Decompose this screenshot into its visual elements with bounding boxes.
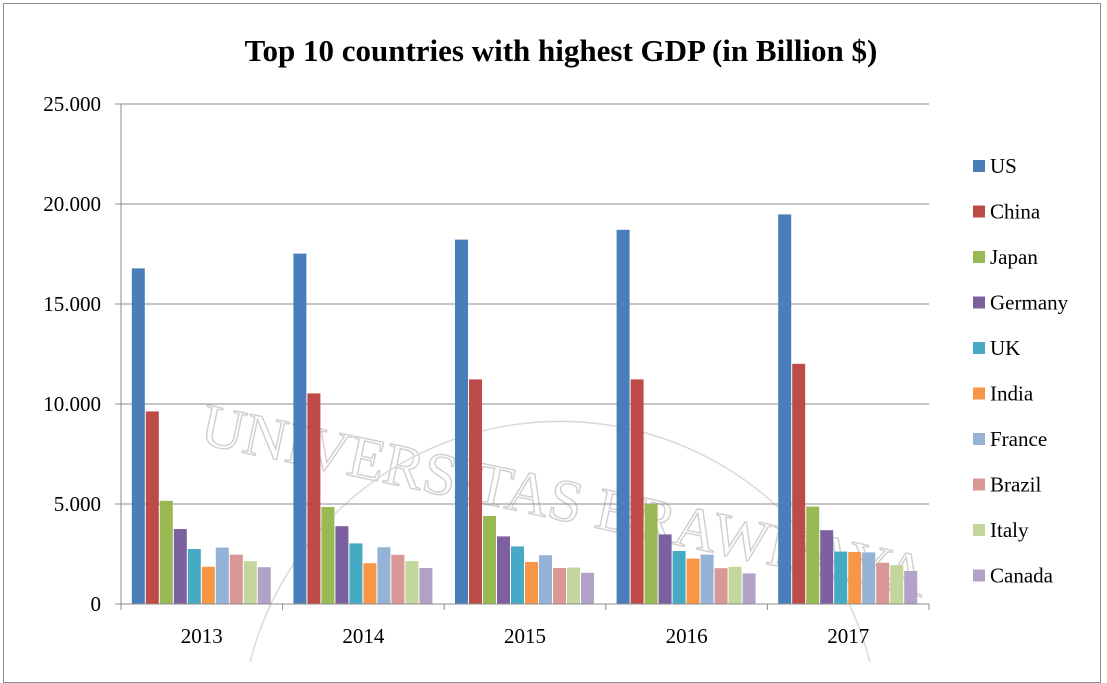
bar-us-2014	[293, 253, 307, 604]
bar-italy-2015	[567, 567, 580, 604]
bar-france-2017	[862, 552, 876, 604]
bar-brazil-2013	[229, 554, 243, 604]
bar-brazil-2017	[876, 562, 890, 604]
bar-china-2017	[792, 363, 806, 604]
legend-label-uk: UK	[990, 336, 1020, 360]
chart-title: Top 10 countries with highest GDP (in Bi…	[245, 33, 878, 68]
bar-canada-2013	[257, 567, 271, 604]
legend-swatch-uk	[973, 342, 985, 354]
x-tick-label: 2015	[504, 624, 546, 648]
bar-japan-2014	[321, 507, 335, 604]
legend-swatch-brazil	[973, 478, 985, 491]
bar-brazil-2016	[714, 568, 728, 604]
x-tick-label: 2013	[181, 624, 223, 648]
bar-canada-2016	[742, 573, 756, 604]
bar-uk-2015	[511, 546, 524, 604]
legend-swatch-japan	[973, 251, 985, 263]
legend: US China Japan Germany UK India France Brazil It…	[973, 154, 1069, 588]
x-tick-label: 2016	[666, 624, 708, 648]
legend-label-us: US	[990, 154, 1017, 178]
legend-label-japan: Japan	[990, 245, 1038, 269]
bar-uk-2016	[672, 551, 686, 604]
bar-china-2013	[145, 411, 159, 604]
legend-label-france: France	[990, 427, 1047, 451]
bar-canada-2017	[904, 571, 918, 604]
bar-italy-2013	[243, 561, 257, 604]
y-axis-ticks: 0 5.000 10.000 15.000 20.000 25.000	[43, 92, 101, 616]
bar-us-2016	[616, 229, 630, 605]
bar-canada-2014	[419, 568, 433, 604]
bar-italy-2017	[890, 565, 904, 604]
legend-swatch-france	[973, 433, 985, 445]
bar-india-2013	[201, 566, 215, 604]
bar-us-2013	[131, 268, 145, 604]
bar-india-2016	[686, 558, 700, 604]
bar-italy-2016	[728, 566, 742, 604]
bar-japan-2017	[806, 506, 820, 604]
bar-us-2017	[778, 214, 792, 604]
y-tick-label: 20.000	[43, 192, 101, 216]
bar-france-2015	[539, 555, 552, 604]
legend-swatch-italy	[973, 524, 985, 536]
y-tick-label: 0	[91, 592, 102, 616]
bar-germany-2014	[335, 526, 349, 604]
bar-us-2015	[455, 239, 468, 604]
bar-japan-2013	[159, 500, 173, 604]
bar-uk-2014	[349, 543, 363, 604]
bar-uk-2017	[834, 551, 848, 604]
legend-label-china: China	[990, 200, 1041, 224]
bar-india-2014	[363, 563, 377, 604]
bar-france-2013	[215, 547, 229, 604]
bar-japan-2016	[644, 504, 658, 604]
legend-label-germany: Germany	[990, 291, 1069, 315]
x-tick-label: 2017	[827, 624, 869, 648]
legend-swatch-china	[973, 205, 985, 218]
bar-india-2017	[848, 552, 862, 604]
bar-brazil-2015	[553, 568, 566, 604]
x-tick-label: 2014	[342, 624, 385, 648]
bar-france-2014	[377, 547, 391, 604]
bar-china-2014	[307, 393, 321, 604]
bar-india-2015	[525, 562, 538, 604]
legend-label-italy: Italy	[990, 518, 1029, 542]
x-axis-ticks: 2013 2014 2015 2016 2017	[181, 624, 869, 648]
gdp-bar-chart: UNIVERSITAS BRAWIJAYA Top 10 countries w…	[43, 33, 1069, 662]
legend-swatch-india	[973, 387, 985, 400]
legend-label-india: India	[990, 382, 1034, 406]
bar-uk-2013	[187, 549, 201, 604]
bar-china-2015	[469, 379, 482, 604]
bar-canada-2015	[581, 572, 594, 604]
y-tick-label: 15.000	[43, 292, 101, 316]
bar-china-2016	[630, 379, 644, 604]
legend-swatch-us	[973, 160, 985, 172]
bar-germany-2017	[820, 530, 834, 604]
bars	[131, 214, 918, 605]
legend-swatch-canada	[973, 569, 985, 582]
y-tick-label: 5.000	[54, 492, 101, 516]
legend-label-canada: Canada	[990, 564, 1054, 588]
y-tick-label: 10.000	[43, 392, 101, 416]
bar-germany-2015	[497, 536, 510, 604]
bar-japan-2015	[483, 516, 496, 604]
y-tick-label: 25.000	[43, 92, 101, 116]
legend-label-brazil: Brazil	[990, 473, 1041, 497]
legend-swatch-germany	[973, 296, 985, 309]
bar-germany-2016	[658, 534, 672, 604]
bar-brazil-2014	[391, 554, 405, 604]
bar-france-2016	[700, 554, 714, 604]
bar-germany-2013	[173, 529, 187, 604]
bar-italy-2014	[405, 561, 419, 604]
axes	[115, 103, 930, 610]
